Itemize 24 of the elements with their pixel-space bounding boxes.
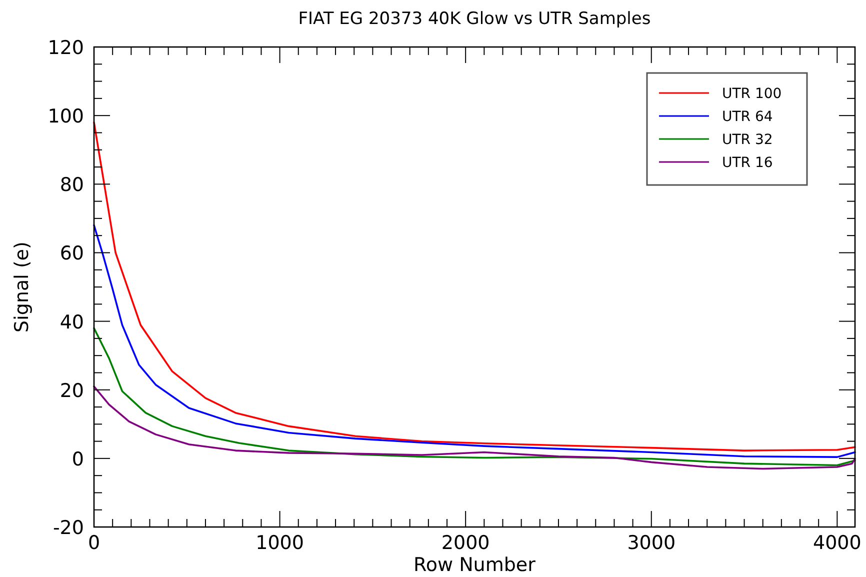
y-tick-label: 80: [60, 174, 84, 196]
line-series: [93, 224, 856, 458]
x-tick-label: 1000: [256, 532, 304, 554]
x-tick-label: 0: [88, 532, 100, 554]
y-tick-label: 100: [48, 106, 84, 128]
legend-label: UTR 16: [722, 155, 773, 171]
y-tick-label: -20: [52, 517, 84, 539]
x-tick-label: 3000: [627, 532, 676, 554]
x-tick-label: 2000: [441, 532, 490, 554]
line-series: [93, 386, 856, 470]
x-tick-label: 4000: [812, 532, 862, 554]
y-axis-title: Signal (e): [11, 242, 33, 332]
legend-label: UTR 64: [722, 109, 773, 125]
y-tick-label: 60: [60, 242, 84, 265]
legend-label: UTR 32: [722, 132, 773, 148]
y-tick-label: 20: [60, 380, 84, 402]
y-tick-label: 40: [60, 311, 84, 334]
y-tick-label: 120: [48, 37, 84, 59]
legend-label: UTR 100: [722, 86, 782, 102]
line-series: [93, 327, 856, 466]
y-tick-label: 0: [72, 448, 84, 470]
chart-title: FIAT EG 20373 40K Glow vs UTR Samples: [298, 9, 651, 29]
x-axis-title: Row Number: [414, 554, 536, 576]
line-series: [93, 122, 856, 452]
